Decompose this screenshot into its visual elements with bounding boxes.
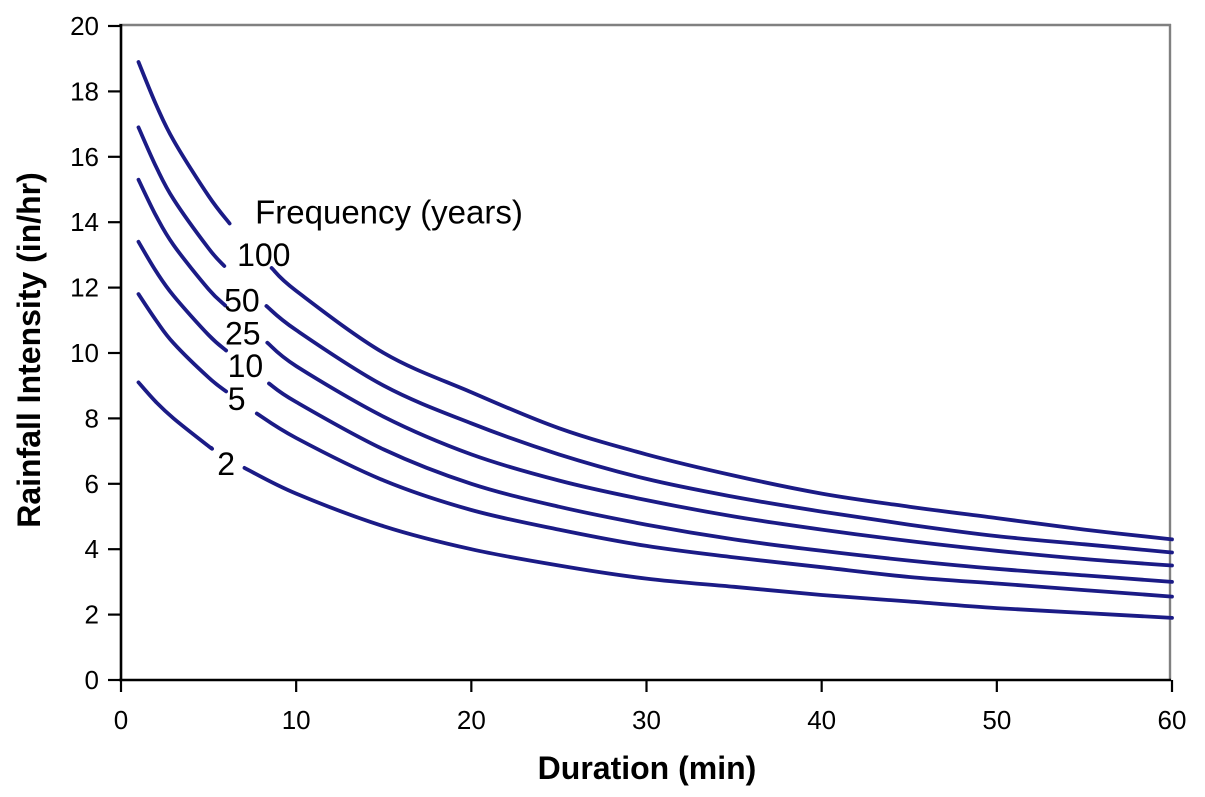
y-tick-label: 8 [85,403,99,433]
curve-label-25yr: 25 [225,315,261,351]
curve-100yr-after-label [269,266,1174,542]
x-axis-title: Duration (min) [538,750,757,786]
curve-25yr-before-label [136,177,228,308]
x-tick-label: 30 [632,705,661,735]
curve-label-100yr: 100 [237,237,290,273]
y-tick-label: 4 [85,534,99,564]
y-tick-label: 14 [70,207,99,237]
curve-5yr-before-label [136,292,228,394]
curve-5yr-after-label [254,411,1174,599]
x-tick-label: 40 [807,705,836,735]
y-tick-label: 16 [70,142,99,172]
x-tick-label: 60 [1158,705,1187,735]
y-tick-label: 20 [70,11,99,41]
idf-curves [136,60,1174,620]
curve-label-5yr: 5 [228,381,246,417]
y-tick-label: 2 [85,600,99,630]
x-tick-label: 20 [457,705,486,735]
curve-25yr-after-label [265,340,1174,568]
curve-10yr-before-label [136,239,228,353]
curve-50yr-before-label [136,125,227,268]
y-tick-label: 18 [70,76,99,106]
y-tick-label: 12 [70,273,99,303]
y-axis-title: Rainfall Intensity (in/hr) [11,172,47,528]
y-tick-label: 6 [85,469,99,499]
x-tick-label: 10 [282,705,311,735]
curve-label-2yr: 2 [217,446,235,482]
x-tick-label: 50 [982,705,1011,735]
x-tick-label: 0 [114,705,128,735]
curve-50yr-after-label [264,304,1174,555]
curve-label-10yr: 10 [228,348,264,384]
y-axis-ticks: 0 2 4 6 8 10 12 14 16 18 20 [70,11,120,695]
legend-title: Frequency (years) [255,194,523,231]
curve-label-50yr: 50 [224,283,260,319]
x-axis-ticks: 0 10 20 30 40 50 60 [114,680,1187,735]
curve-2yr-after-label [242,466,1174,620]
y-tick-label: 10 [70,338,99,368]
curve-100yr-before-label [136,60,232,226]
y-tick-label: 0 [85,665,99,695]
curve-2yr-before-label [136,380,215,451]
curve-10yr-after-label [267,381,1174,584]
